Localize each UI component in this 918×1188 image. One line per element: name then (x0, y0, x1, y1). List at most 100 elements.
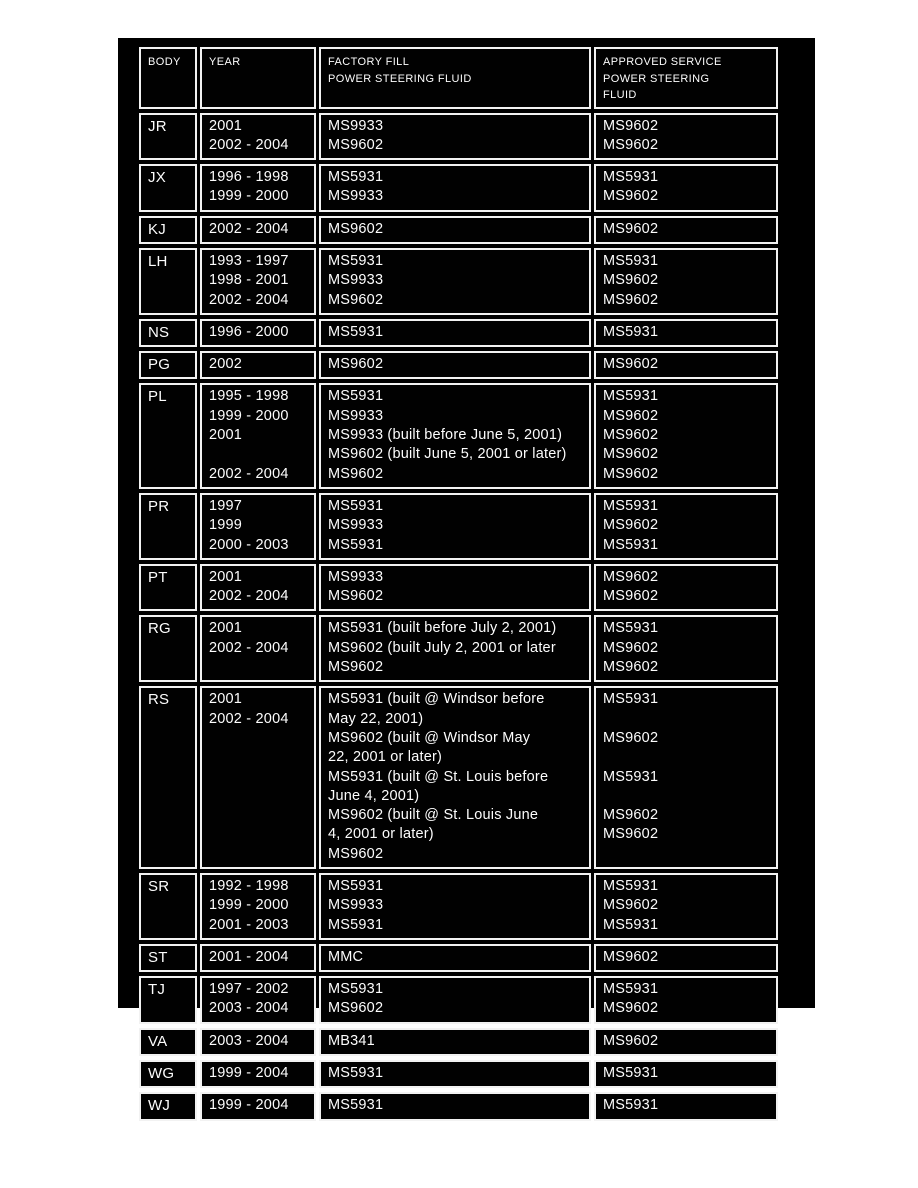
body-line: SR (148, 878, 170, 895)
factory-fill-line: MS5931 (built @ Windsor before (328, 691, 545, 708)
header-body: BODY (139, 47, 197, 109)
body-line: PT (148, 568, 168, 586)
body-line: KJ (148, 220, 166, 238)
years-line: 2002 - 2004 (209, 136, 289, 153)
table-row-PG: PG 2002 MS9602 MS9602 (139, 351, 778, 380)
approved-cell: MS9602 MS9602 (594, 112, 778, 161)
factory-fill-cell: MS5931 (319, 1092, 591, 1121)
years-line: 2001 (209, 427, 243, 444)
years-cell: 1999 - 2004 (200, 1060, 316, 1089)
body-cell: WJ (139, 1092, 197, 1121)
years-cell: 2001 - 2004 (200, 943, 316, 973)
approved-line: MS9602 (603, 427, 659, 444)
table-row-TJ: TJ 1997 - 2002 2003 - 2004 MS5931 MS9602 MS59… (139, 976, 778, 1024)
body-line: JX (148, 169, 166, 187)
years-line: 1999 - 2000 (209, 897, 289, 914)
factory-fill-line: June 4, 2001) (328, 787, 420, 804)
years-line: 1996 - 1998 (209, 169, 289, 186)
approved-cell: MS5931 (594, 1060, 778, 1089)
factory-fill-line: MS5931 (328, 536, 384, 553)
approved-line: MS5931 (603, 768, 659, 785)
table-row-JR: JR 2001 2002 - 2004 MS9933 MS9602 MS9602 MS960… (139, 112, 778, 161)
factory-fill-line: MS9602 (328, 356, 384, 373)
approved-cell: MS9602 MS9602 (594, 563, 778, 612)
body-cell: PR (139, 492, 197, 560)
approved-cell: MS9602 (594, 1027, 778, 1057)
body-line: ST (148, 948, 168, 966)
factory-fill-line: MS5931 (328, 981, 384, 998)
approved-line: MS9602 (603, 568, 659, 585)
factory-fill-line: MS9602 (328, 465, 384, 482)
factory-fill-line: MS9933 (328, 188, 384, 205)
factory-fill-line: MS9933 (built before June 5, 2001) (328, 427, 563, 444)
approved-line: MS9602 (603, 220, 659, 237)
years-line: 2001 (209, 691, 243, 708)
years-line: 2002 - 2004 (209, 465, 289, 482)
approved-cell: MS5931 MS9602 MS5931 (594, 492, 778, 560)
body-line: RS (148, 691, 170, 709)
approved-line: MS9602 (603, 897, 659, 914)
years-cell: 2001 2002 - 2004 (200, 112, 316, 161)
factory-fill-line: MS9933 (328, 272, 384, 289)
factory-fill-line: MS9602 (built June 5, 2001 or later) (328, 446, 567, 463)
factory-fill-line: MS5931 (328, 323, 384, 340)
years-cell: 2001 2002 - 2004 (200, 563, 316, 612)
years-line: 1999 - 2004 (209, 1065, 289, 1082)
years-cell: 2003 - 2004 (200, 1027, 316, 1057)
years-line: 1999 - 2004 (209, 1097, 289, 1114)
table-row-WJ: WJ 1999 - 2004 MS5931 MS5931 (139, 1092, 778, 1121)
factory-fill-line: MS5931 (328, 1097, 384, 1114)
factory-fill-line: MS9933 (328, 568, 384, 585)
years-line: 1997 - 2002 (209, 981, 289, 998)
years-line: 1996 - 2000 (209, 323, 289, 340)
body-line: VA (148, 1032, 168, 1050)
table-row-RG: RG 2001 2002 - 2004 MS5931 (built before Ju… (139, 615, 778, 683)
approved-line: MS9602 (603, 136, 659, 153)
factory-fill-line: MS5931 (328, 252, 384, 269)
years-cell: 1996 - 2000 (200, 318, 316, 348)
body-cell: RS (139, 686, 197, 869)
header-factory-fill: FACTORY FILL POWER STEERING FLUID (319, 47, 591, 109)
body-line: NS (148, 323, 170, 341)
factory-fill-cell: MS5931 MS9933 MS5931 (319, 492, 591, 560)
body-cell: VA (139, 1027, 197, 1057)
body-line: PL (148, 388, 167, 406)
approved-line: MS5931 (603, 981, 659, 998)
factory-fill-line: 22, 2001 or later) (328, 749, 443, 766)
years-cell: 1999 - 2004 (200, 1092, 316, 1121)
table-row-PR: PR 1997 1999 2000 - 2003 MS5931 MS9933 MS5931 M… (139, 492, 778, 560)
years-line: 2003 - 2004 (209, 1032, 289, 1049)
factory-fill-cell: MS5931 MS9602 (319, 976, 591, 1024)
table-row-JX: JX 1996 - 1998 1999 - 2000 MS5931 MS9933 MS59… (139, 164, 778, 212)
factory-fill-line: MS5931 (328, 878, 384, 894)
factory-fill-line: MS9602 (built July 2, 2001 or later (328, 639, 556, 656)
header-approved: APPROVED SERVICE POWER STEERING FLUID (594, 47, 778, 109)
factory-fill-line: MS9602 (328, 1000, 384, 1017)
table-body: JR 2001 2002 - 2004 MS9933 MS9602 MS9602 MS960… (139, 112, 778, 1121)
years-line: 2002 - 2004 (209, 291, 289, 308)
approved-cell: MS9602 (594, 943, 778, 973)
years-cell: 1997 - 2002 2003 - 2004 (200, 976, 316, 1024)
years-line: 1995 - 1998 (209, 388, 289, 405)
body-line: LH (148, 252, 168, 270)
approved-line: MS9602 (603, 1000, 659, 1017)
approved-line: MS9602 (603, 446, 659, 463)
table-row-KJ: KJ 2002 - 2004 MS9602 MS9602 (139, 215, 778, 244)
factory-fill-line: 4, 2001 or later) (328, 826, 434, 843)
factory-fill-line: MB341 (328, 1032, 375, 1049)
header-approved-line: FLUID (603, 89, 637, 101)
approved-line: MS5931 (603, 916, 659, 933)
approved-line: MS9602 (603, 639, 659, 656)
header-years-line: YEAR (209, 56, 241, 68)
approved-cell: MS5931 MS9602 (594, 976, 778, 1024)
approved-line: MS9602 (603, 588, 659, 605)
years-line: 2002 - 2004 (209, 220, 289, 237)
years-line: 2002 - 2004 (209, 710, 289, 727)
factory-fill-cell: MS5931 MS9933 MS9933 (built before June 5,… (319, 383, 591, 489)
body-line: PG (148, 356, 171, 374)
factory-fill-line: MS5931 (328, 1065, 384, 1082)
body-line: WG (148, 1065, 175, 1083)
years-cell: 1997 1999 2000 - 2003 (200, 492, 316, 560)
body-cell: LH (139, 247, 197, 315)
factory-fill-line: MS9602 (328, 659, 384, 676)
